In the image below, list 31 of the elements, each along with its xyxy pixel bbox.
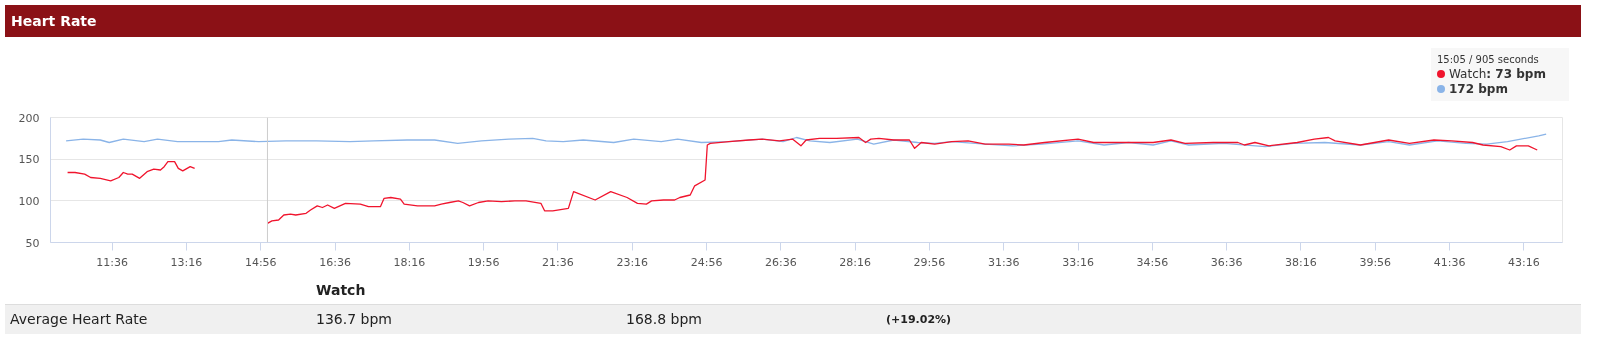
text: : 73 bpm bbox=[1486, 67, 1546, 81]
x-tick-label: 28:16 bbox=[839, 255, 872, 269]
x-tick-label: 23:16 bbox=[616, 255, 649, 269]
x-tick-label: 26:36 bbox=[765, 255, 797, 269]
x-tick-label: 41:36 bbox=[1433, 255, 1466, 269]
chart-title: Heart Rate bbox=[5, 5, 1581, 37]
y-tick-label: 50 bbox=[25, 236, 40, 250]
x-tick-label: 36:36 bbox=[1210, 255, 1243, 269]
text: 15:05 / 905 seconds bbox=[1437, 53, 1540, 67]
x-tick-label: 24:56 bbox=[690, 255, 723, 269]
line-series bbox=[65, 133, 1547, 148]
y-tick-label: 150 bbox=[18, 153, 40, 167]
x-tick-label: 14:56 bbox=[244, 255, 277, 269]
x-tick-label: 16:36 bbox=[319, 255, 351, 269]
text: 172 bpm bbox=[1449, 82, 1508, 96]
x-tick-label: 19:56 bbox=[467, 255, 500, 269]
legend-label: Watch bbox=[1449, 67, 1487, 81]
x-tick-label: 13:16 bbox=[170, 255, 203, 269]
x-tick-label: 29:56 bbox=[913, 255, 946, 269]
x-tick-label: 21:36 bbox=[542, 255, 574, 269]
y-tick-label: 100 bbox=[18, 194, 40, 208]
x-tick-label: 34:56 bbox=[1136, 255, 1169, 269]
x-tick-label: 31:36 bbox=[987, 255, 1020, 269]
x-tick-label: 33:16 bbox=[1062, 255, 1094, 269]
x-tick-label: 18:16 bbox=[393, 255, 426, 269]
y-tick-label: 200 bbox=[18, 111, 40, 125]
x-tick-label: 43:16 bbox=[1508, 255, 1540, 269]
text: Watch bbox=[315, 280, 367, 300]
x-tick-label: 39:56 bbox=[1359, 255, 1392, 269]
x-tick-label: 38:16 bbox=[1285, 255, 1317, 269]
x-tick-label: 11:36 bbox=[96, 255, 129, 269]
